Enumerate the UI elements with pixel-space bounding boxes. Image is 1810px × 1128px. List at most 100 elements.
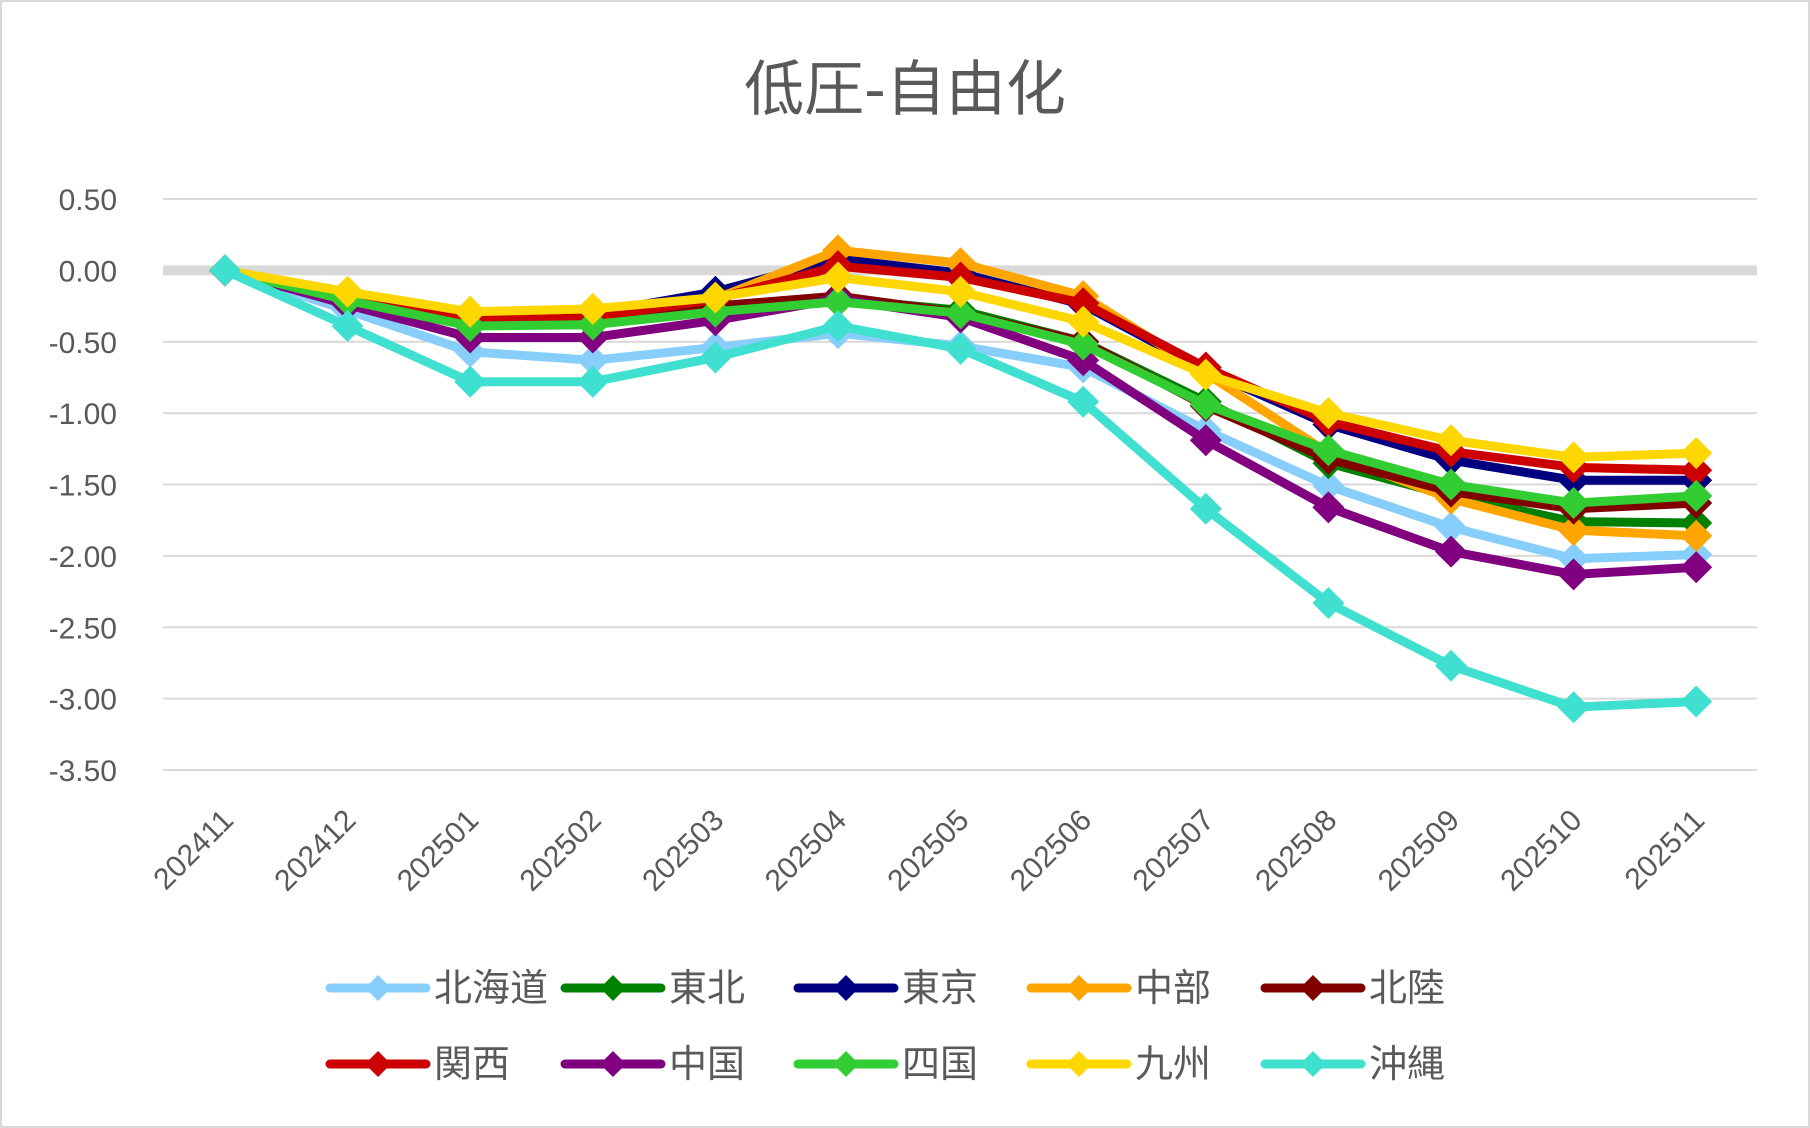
chart-title: 低圧-自由化 — [744, 55, 1066, 125]
legend-label: 北海道 — [434, 966, 548, 1010]
data-point-marker — [209, 254, 241, 287]
legend-item: 東京 — [793, 966, 978, 1010]
data-point-marker — [1435, 535, 1467, 568]
x-tick-label: 202510 — [1494, 804, 1588, 898]
legend-item: 九州 — [1026, 1042, 1211, 1086]
data-point-marker — [1189, 492, 1222, 525]
x-tick-label: 202511 — [1619, 804, 1712, 897]
legend-item: 東北 — [560, 966, 745, 1010]
x-tick-label: 202509 — [1372, 804, 1466, 898]
data-point-marker — [454, 365, 487, 398]
legend-label: 北陸 — [1369, 966, 1445, 1010]
legend-item: 北海道 — [325, 966, 548, 1010]
x-tick-label: 202411 — [147, 804, 240, 897]
data-point-marker — [1557, 487, 1590, 520]
x-axis-tick-labels: 202411 202412 202501 202502 202503 202504 2025… — [147, 804, 1711, 898]
data-point-marker — [1557, 441, 1590, 474]
data-point-marker — [1557, 558, 1590, 591]
data-point-marker — [1312, 434, 1345, 467]
data-point-marker — [1435, 424, 1467, 457]
data-point-marker — [1680, 437, 1713, 470]
data-point-marker — [1680, 479, 1713, 512]
y-tick-label: -2.50 — [49, 612, 117, 645]
data-point-marker — [1435, 511, 1467, 544]
data-point-marker — [1189, 424, 1222, 457]
series-10 — [209, 254, 1713, 724]
legend-swatch-marker — [600, 1051, 626, 1077]
legend-label: 関西 — [434, 1042, 510, 1086]
data-point-marker — [1557, 514, 1590, 547]
data-point-marker — [331, 310, 364, 343]
legend-item: 関西 — [325, 1042, 510, 1086]
data-point-marker — [576, 292, 609, 325]
legend-label: 中部 — [1135, 966, 1211, 1010]
legend-swatch-marker — [1066, 1051, 1092, 1077]
legend-swatch-marker — [1066, 975, 1092, 1001]
data-point-marker — [1189, 358, 1222, 391]
y-tick-label: -3.00 — [49, 684, 117, 717]
x-tick-label: 202501 — [391, 804, 485, 898]
data-point-marker — [944, 275, 977, 308]
legend-item: 中国 — [560, 1042, 745, 1086]
x-tick-label: 202412 — [268, 804, 362, 898]
legend-label: 沖縄 — [1369, 1042, 1445, 1086]
legend-swatch-marker — [833, 975, 859, 1001]
data-point-marker — [1557, 691, 1590, 724]
x-tick-label: 202508 — [1249, 804, 1343, 898]
y-tick-label: 0.00 — [59, 255, 117, 288]
legend-swatch-marker — [365, 975, 391, 1001]
data-point-marker — [1680, 685, 1713, 718]
data-point-marker — [1067, 328, 1100, 361]
legend-label: 四国 — [902, 1042, 978, 1086]
data-point-marker — [1435, 468, 1467, 501]
legend-item: 沖縄 — [1260, 1042, 1445, 1086]
legend-swatch-marker — [600, 975, 626, 1001]
y-tick-label: -1.50 — [49, 470, 117, 503]
y-tick-label: -3.50 — [49, 755, 117, 788]
data-point-marker — [822, 310, 854, 343]
y-tick-label: -0.50 — [49, 327, 117, 360]
data-point-marker — [1189, 388, 1222, 421]
legend-label: 東北 — [669, 966, 745, 1010]
data-point-marker — [1680, 551, 1713, 584]
legend-label: 九州 — [1135, 1042, 1211, 1086]
data-point-marker — [1312, 491, 1345, 524]
legend-label: 東京 — [902, 966, 978, 1010]
y-tick-label: -2.00 — [49, 541, 117, 574]
data-point-marker — [576, 344, 609, 377]
data-point-marker — [1067, 385, 1100, 418]
data-point-marker — [1312, 469, 1345, 502]
data-point-marker — [454, 295, 487, 328]
x-tick-label: 202505 — [881, 804, 975, 898]
data-point-marker — [576, 365, 609, 398]
legend-swatch-marker — [1300, 1051, 1326, 1077]
x-tick-label: 202502 — [514, 804, 608, 898]
x-tick-label: 202507 — [1127, 804, 1221, 898]
data-point-marker — [1680, 519, 1713, 552]
data-point-marker — [944, 297, 977, 330]
x-tick-label: 202503 — [636, 804, 730, 898]
y-tick-label: 0.50 — [59, 184, 117, 217]
legend-label: 中国 — [669, 1042, 745, 1086]
legend-item: 四国 — [793, 1042, 978, 1086]
legend-item: 北陸 — [1260, 966, 1445, 1010]
legend-item: 中部 — [1026, 966, 1211, 1010]
x-tick-label: 202506 — [1004, 804, 1098, 898]
data-point-marker — [1312, 586, 1345, 619]
data-point-marker — [1067, 287, 1100, 320]
data-point-marker — [699, 281, 732, 314]
data-point-marker — [1680, 454, 1713, 487]
legend-swatch-marker — [365, 1051, 391, 1077]
series-9 — [209, 254, 1713, 474]
data-point-marker — [1312, 397, 1345, 430]
legend-swatch-marker — [833, 1051, 859, 1077]
data-point-marker — [944, 332, 977, 365]
y-tick-label: -1.00 — [49, 398, 117, 431]
data-point-marker — [1435, 649, 1467, 682]
legend-swatch-marker — [1300, 975, 1326, 1001]
data-point-marker — [331, 275, 364, 308]
x-tick-label: 202504 — [759, 804, 853, 898]
data-point-marker — [822, 285, 854, 318]
